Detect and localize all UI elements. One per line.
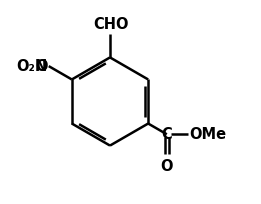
Text: CHO: CHO	[93, 17, 129, 32]
Text: O₂N: O₂N	[16, 59, 48, 74]
Text: OMe: OMe	[189, 126, 227, 142]
Text: O: O	[35, 59, 48, 74]
Text: C: C	[162, 126, 172, 142]
Text: O: O	[161, 159, 173, 174]
